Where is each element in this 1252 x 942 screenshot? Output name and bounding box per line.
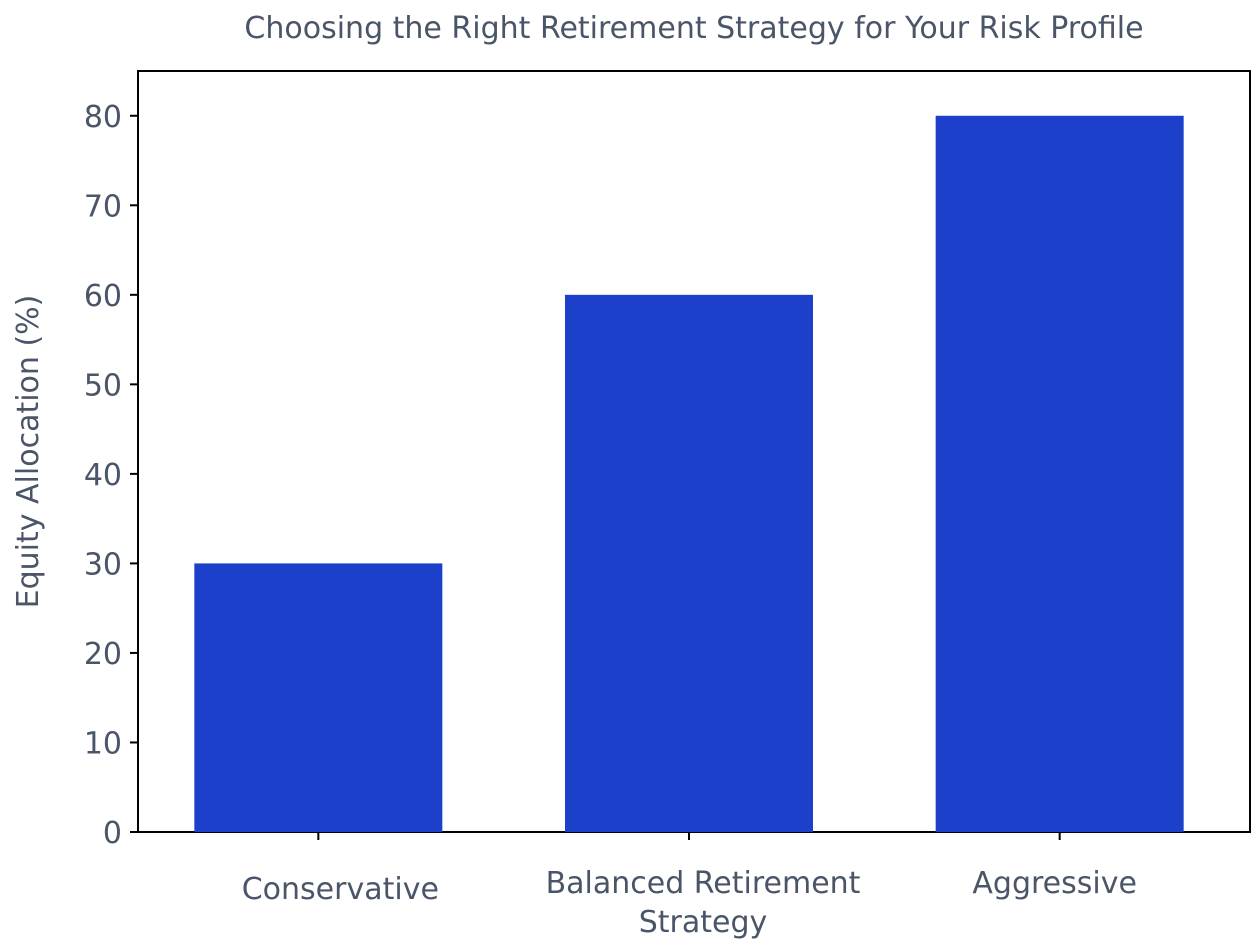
y-tick-label: 20 bbox=[84, 637, 122, 672]
y-axis-ticks: 0 10 20 30 40 50 60 70 80 bbox=[84, 100, 138, 851]
chart-title: Choosing the Right Retirement Strategy f… bbox=[244, 11, 1143, 46]
x-axis-ticks: Conservative Balanced Retirement Strategy A… bbox=[242, 832, 1137, 940]
x-tick-label: Conservative bbox=[242, 872, 439, 907]
bar-balanced-retirement-strategy bbox=[565, 294, 813, 833]
x-tick-label-line: Aggressive bbox=[972, 866, 1137, 901]
bars-group bbox=[194, 115, 1184, 833]
x-tick-label: Balanced Retirement Strategy bbox=[546, 866, 861, 940]
y-tick-label: 70 bbox=[84, 189, 122, 224]
y-tick-label: 40 bbox=[84, 458, 122, 493]
bar-aggressive bbox=[935, 115, 1184, 832]
x-tick-label-line: Conservative bbox=[242, 872, 439, 907]
y-tick-label: 80 bbox=[84, 100, 122, 135]
y-tick-label: 50 bbox=[84, 368, 122, 403]
x-tick-label-line: Strategy bbox=[639, 905, 768, 940]
x-tick-label-line: Balanced Retirement bbox=[546, 866, 861, 901]
y-axis-label: Equity Allocation (%) bbox=[11, 295, 46, 609]
y-tick-label: 10 bbox=[84, 726, 122, 761]
y-tick-label: 0 bbox=[103, 816, 122, 851]
y-tick-label: 30 bbox=[84, 547, 122, 582]
bar-conservative bbox=[194, 563, 443, 832]
y-tick-label: 60 bbox=[84, 279, 122, 314]
x-tick-label: Aggressive bbox=[972, 866, 1137, 901]
